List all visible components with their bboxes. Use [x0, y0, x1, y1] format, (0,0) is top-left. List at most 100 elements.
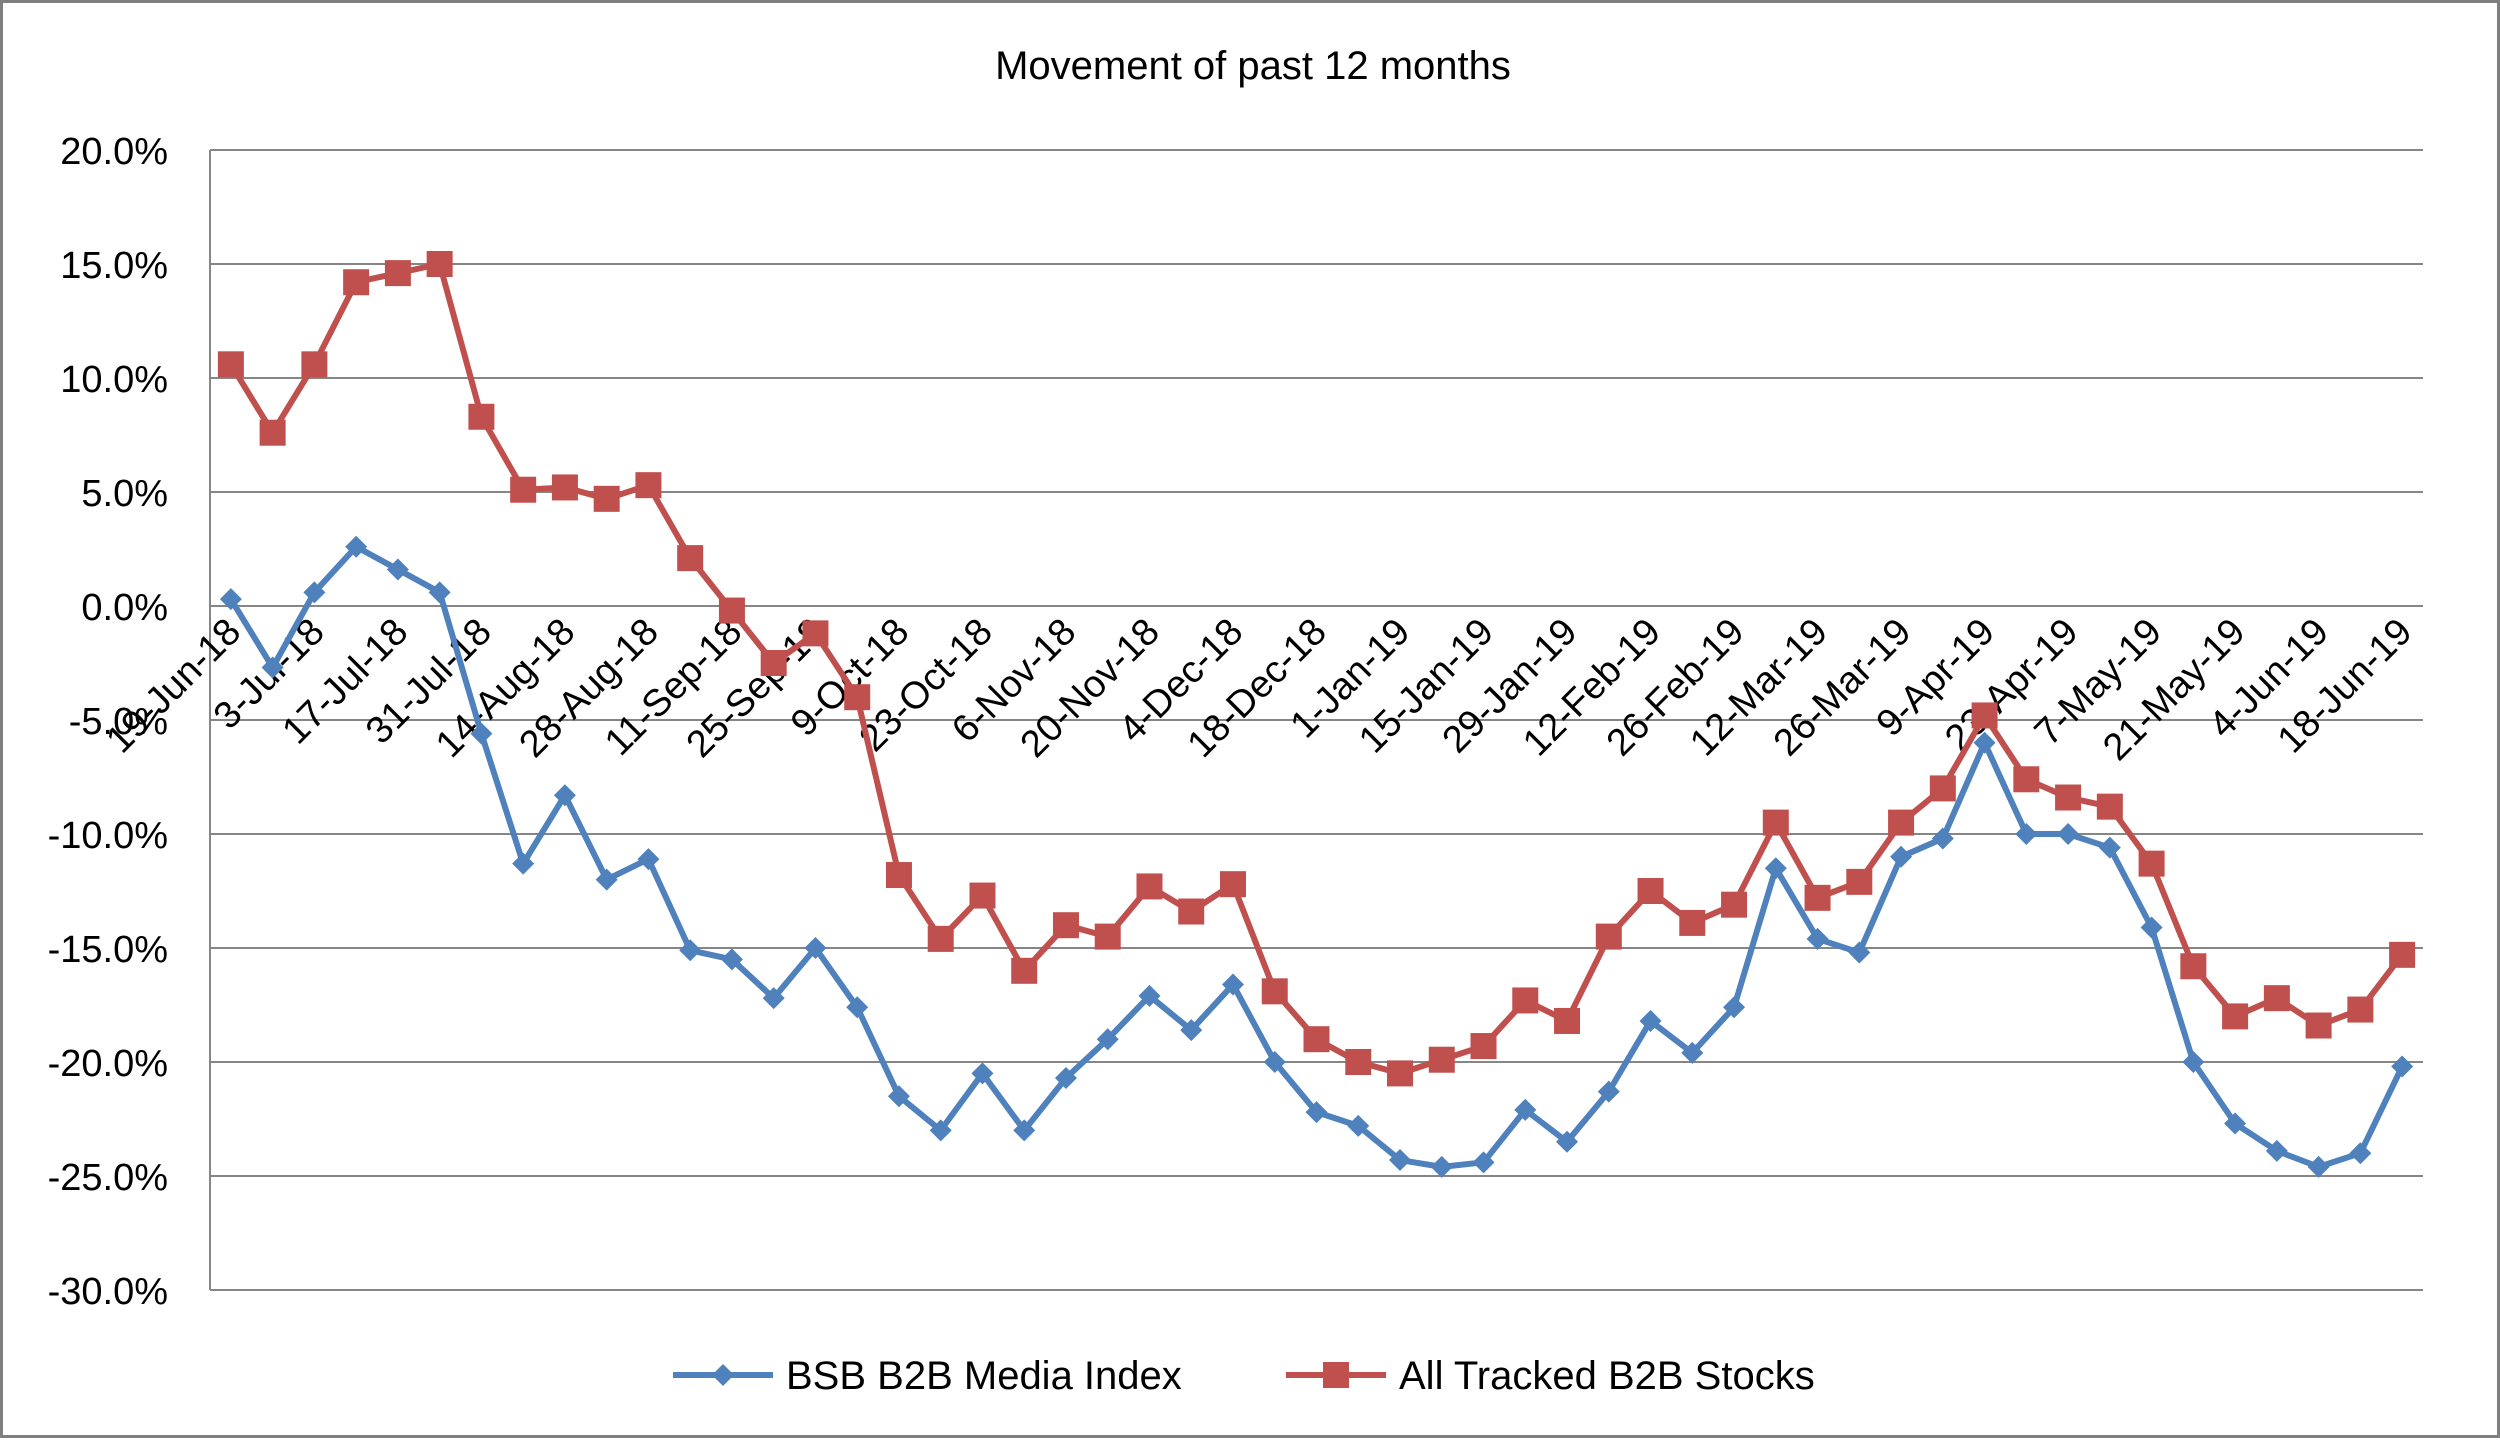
series-marker	[551, 474, 578, 501]
y-axis-tick-labels: 20.0% 15.0% 10.0% 5.0% 0.0% -5.0% -10.0% -15.0%…	[48, 131, 168, 1313]
y-tick-label: -20.0%	[48, 1043, 168, 1085]
series-marker	[2263, 985, 2290, 1012]
series-marker	[1219, 871, 1246, 898]
series-marker	[1514, 1098, 1537, 1121]
series-marker	[1261, 978, 1288, 1005]
series-marker	[1846, 868, 1873, 895]
series-marker	[1556, 1130, 1579, 1153]
line-chart: Movement of past 12 months 20.0% 15.0% 10.…	[48, 44, 2423, 1398]
series-marker	[635, 472, 662, 499]
series-marker	[1595, 923, 1622, 950]
series-marker	[846, 996, 869, 1019]
series-marker	[512, 852, 535, 875]
series-marker	[1971, 702, 1998, 729]
series-all-tracked-b2b-stocks	[217, 251, 2416, 1087]
series-marker	[1764, 857, 1787, 880]
series-marker	[1554, 1007, 1581, 1034]
y-tick-label: -5.0%	[69, 701, 168, 743]
y-tick-label: -30.0%	[48, 1271, 168, 1313]
series-marker	[2389, 941, 2416, 968]
series-marker	[2347, 996, 2374, 1023]
series-marker	[1054, 1066, 1077, 1089]
series-marker	[2391, 1055, 2414, 1078]
series-marker	[1679, 909, 1706, 936]
series-marker	[2180, 953, 2207, 980]
legend-label: BSB B2B Media Index	[786, 1354, 1182, 1398]
series-marker	[1723, 996, 1746, 1019]
series-marker	[1387, 1060, 1414, 1087]
series-marker	[1890, 845, 1913, 868]
series-marker	[1973, 731, 1996, 754]
series-marker	[760, 650, 787, 676]
series-marker	[1323, 1362, 1349, 1388]
series-marker	[1681, 1041, 1704, 1064]
y-tick-label: -15.0%	[48, 929, 168, 971]
series-marker	[595, 868, 618, 891]
series-marker	[1888, 809, 1915, 836]
series-marker	[384, 260, 411, 287]
series-marker	[1221, 973, 1244, 996]
series-marker	[637, 848, 660, 871]
series-marker	[1806, 927, 1829, 950]
series-marker	[885, 862, 912, 889]
series-marker	[510, 476, 537, 503]
series-marker	[2013, 766, 2040, 793]
series-marker	[1762, 809, 1789, 836]
series-marker	[1721, 891, 1748, 918]
series-marker	[929, 1119, 952, 1142]
series-marker	[1347, 1114, 1370, 1137]
series-marker	[1096, 1028, 1119, 1051]
axes	[209, 150, 2423, 1290]
series-marker	[2098, 836, 2121, 859]
y-tick-label: 15.0%	[60, 245, 168, 287]
y-tick-label: -25.0%	[48, 1157, 168, 1199]
series-marker	[428, 581, 451, 604]
legend-item: BSB B2B Media Index	[673, 1354, 1182, 1398]
series-marker	[2224, 1112, 2247, 1135]
series-marker	[2307, 1155, 2330, 1178]
series-marker	[1639, 1009, 1662, 1032]
series-marker	[1637, 878, 1664, 904]
series-marker	[259, 419, 286, 446]
series-marker	[679, 939, 702, 962]
series-marker	[470, 722, 493, 745]
series-marker	[2140, 916, 2163, 939]
series-marker	[1345, 1049, 1372, 1075]
series-marker	[386, 558, 409, 581]
series-marker	[1931, 827, 1954, 850]
series-marker	[2182, 1051, 2205, 1073]
series-marker	[1094, 923, 1121, 950]
series-marker	[2096, 793, 2123, 820]
series-marker	[677, 545, 704, 572]
series-marker	[217, 351, 244, 378]
series-marker	[303, 581, 326, 604]
series-marker	[927, 925, 954, 952]
series-bsb-b2b-media-index	[219, 535, 2414, 1178]
series-marker	[1011, 957, 1038, 984]
series-marker	[1512, 987, 1539, 1014]
series-marker	[720, 948, 743, 971]
series-marker	[1389, 1149, 1412, 1172]
series-marker	[762, 987, 785, 1010]
series-marker	[1305, 1101, 1328, 1124]
series-marker	[593, 485, 620, 512]
series-marker	[1263, 1051, 1286, 1073]
series-marker	[2222, 1003, 2249, 1030]
series-marker	[343, 269, 370, 296]
series-marker	[1929, 775, 1956, 802]
y-tick-label: 0.0%	[81, 587, 168, 629]
legend-label: All Tracked B2B Stocks	[1399, 1354, 1815, 1398]
series-marker	[261, 656, 284, 679]
series-marker	[802, 620, 829, 647]
series-group	[217, 251, 2416, 1178]
series-marker	[553, 784, 576, 807]
series-marker	[712, 1364, 734, 1386]
series-marker	[468, 403, 495, 430]
y-tick-label: 10.0%	[60, 359, 168, 401]
series-marker	[1470, 1033, 1497, 1060]
series-marker	[804, 937, 827, 959]
series-marker	[1013, 1119, 1036, 1142]
legend-item: All Tracked B2B Stocks	[1286, 1354, 1815, 1398]
series-marker	[219, 588, 242, 611]
series-marker	[844, 684, 871, 711]
